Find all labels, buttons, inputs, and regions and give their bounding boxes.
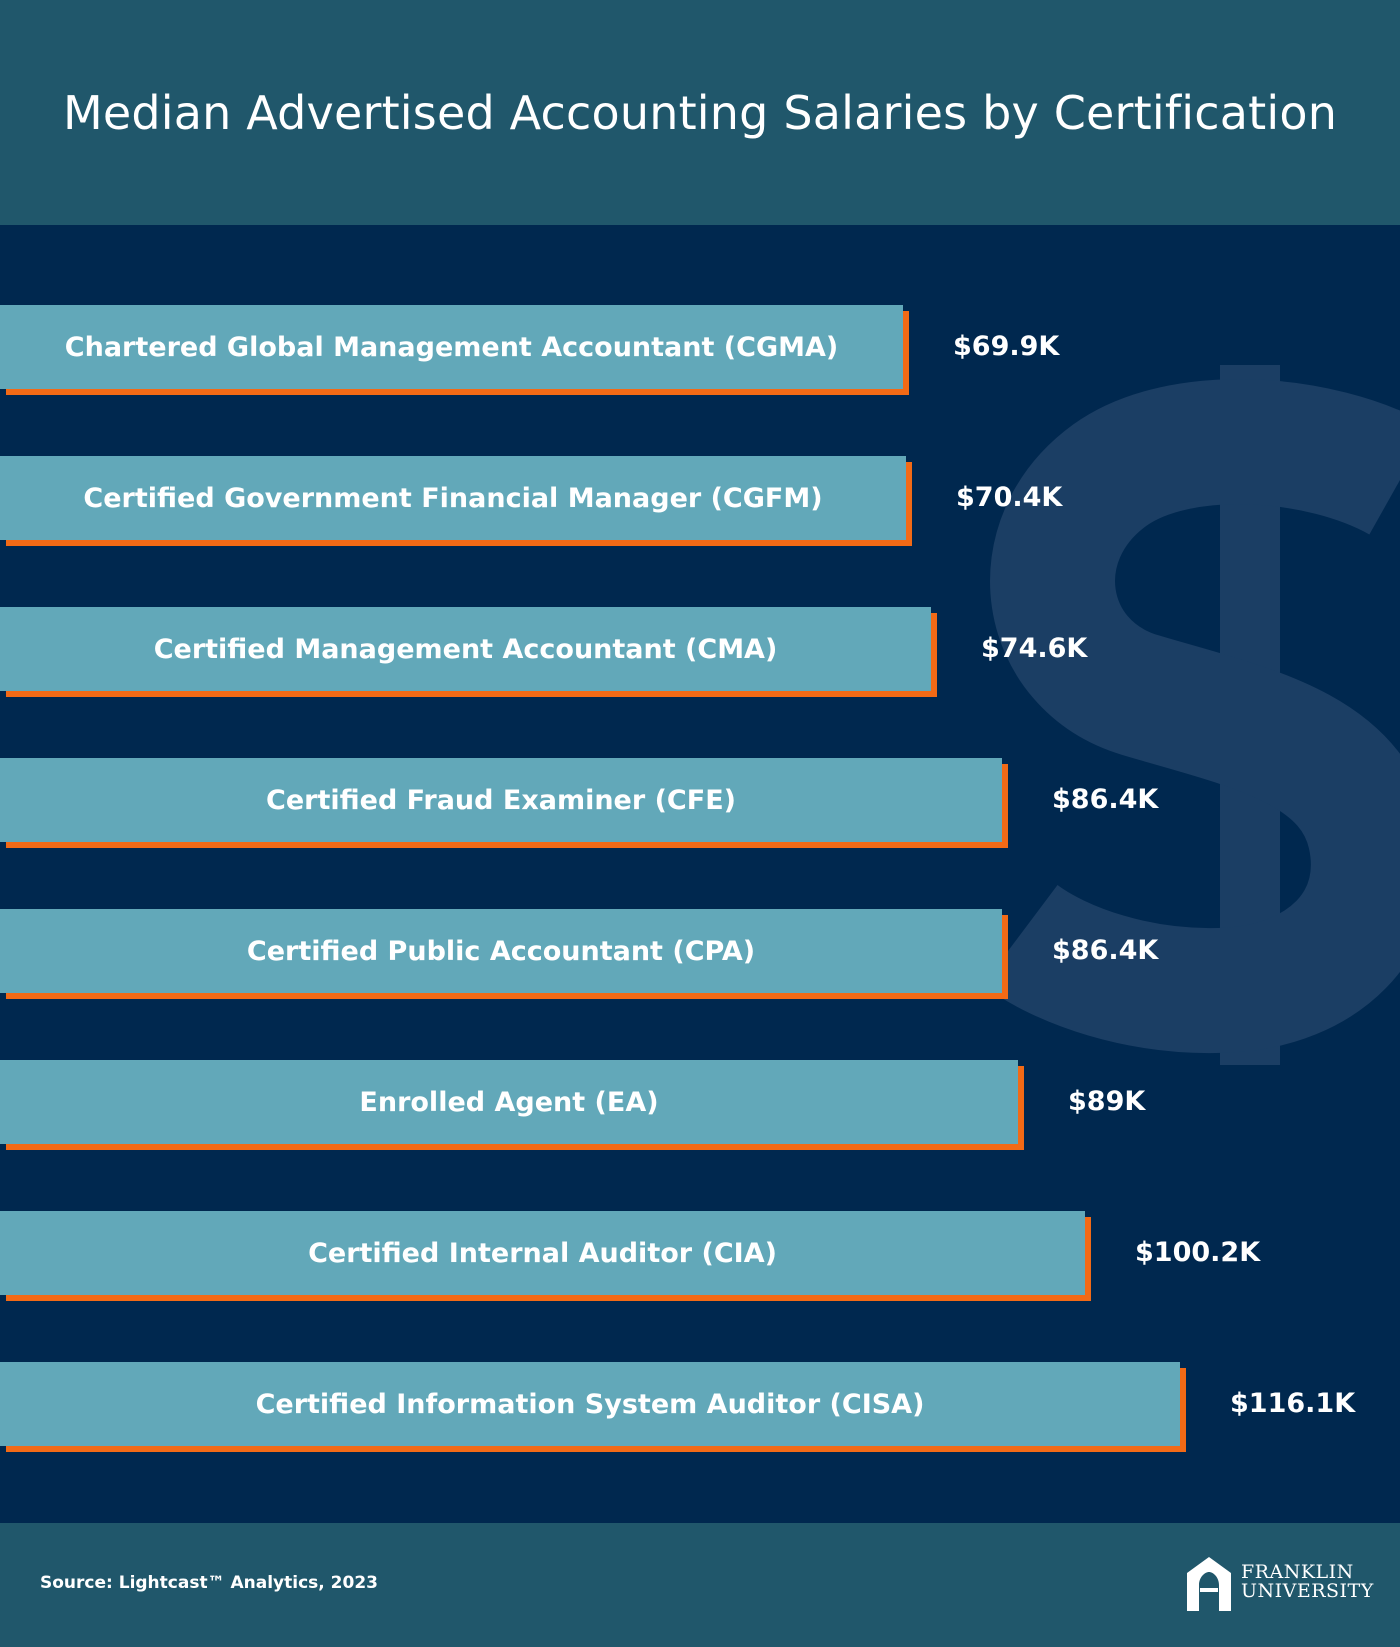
bar-fill: Certified Internal Auditor (CIA): [0, 1211, 1085, 1295]
category-label: Certified Information System Auditor (CI…: [255, 1388, 925, 1420]
value-label: $100.2K: [1135, 1237, 1261, 1268]
category-label: Enrolled Agent (EA): [359, 1086, 659, 1118]
value-label: $86.4K: [1052, 935, 1159, 966]
bars-layer: Chartered Global Management Accountant (…: [0, 225, 1400, 1523]
chart-title: Median Advertised Accounting Salaries by…: [62, 85, 1338, 140]
bar: Certified Management Accountant (CMA): [0, 607, 937, 697]
bar: Certified Government Financial Manager (…: [0, 456, 912, 546]
bar-fill: Certified Public Accountant (CPA): [0, 909, 1002, 993]
logo-line-1: FRANKLIN: [1241, 1561, 1354, 1583]
value-label: $86.4K: [1052, 784, 1159, 815]
franklin-university-logo: FRANKLIN UNIVERSITY: [1185, 1553, 1373, 1613]
bar-fill: Certified Management Accountant (CMA): [0, 607, 931, 691]
value-label: $74.6K: [981, 633, 1088, 664]
bar: Certified Fraud Examiner (CFE): [0, 758, 1008, 848]
logo-wordmark: FRANKLIN UNIVERSITY: [1241, 1563, 1374, 1601]
bar: Chartered Global Management Accountant (…: [0, 305, 909, 395]
value-label: $116.1K: [1230, 1388, 1356, 1419]
category-label: Certified Management Accountant (CMA): [153, 633, 778, 665]
source-note: Source: Lightcast™ Analytics, 2023: [40, 1573, 378, 1593]
value-label: $89K: [1068, 1086, 1146, 1117]
category-label: Certified Internal Auditor (CIA): [308, 1237, 777, 1269]
bar-fill: Chartered Global Management Accountant (…: [0, 305, 903, 389]
bar-fill: Certified Information System Auditor (CI…: [0, 1362, 1180, 1446]
university-arch-icon: [1187, 1557, 1231, 1611]
value-label: $70.4K: [956, 482, 1063, 513]
category-label: Certified Fraud Examiner (CFE): [266, 784, 736, 816]
bar-fill: Enrolled Agent (EA): [0, 1060, 1018, 1144]
bar: Certified Public Accountant (CPA): [0, 909, 1008, 999]
header: Median Advertised Accounting Salaries by…: [0, 0, 1400, 225]
category-label: Certified Government Financial Manager (…: [83, 482, 823, 514]
bar: Certified Internal Auditor (CIA): [0, 1211, 1091, 1301]
bar-fill: Certified Government Financial Manager (…: [0, 456, 906, 540]
dollar-sign-watermark-icon: [982, 365, 1400, 1065]
value-label: $69.9K: [953, 331, 1060, 362]
bar: Enrolled Agent (EA): [0, 1060, 1024, 1150]
footer: Source: Lightcast™ Analytics, 2023 FRANK…: [0, 1523, 1400, 1647]
bar-fill: Certified Fraud Examiner (CFE): [0, 758, 1002, 842]
chart-area: Chartered Global Management Accountant (…: [0, 225, 1400, 1523]
logo-line-2: UNIVERSITY: [1241, 1580, 1374, 1602]
bar: Certified Information System Auditor (CI…: [0, 1362, 1186, 1452]
category-label: Certified Public Accountant (CPA): [246, 935, 756, 967]
category-label: Chartered Global Management Accountant (…: [64, 331, 839, 363]
